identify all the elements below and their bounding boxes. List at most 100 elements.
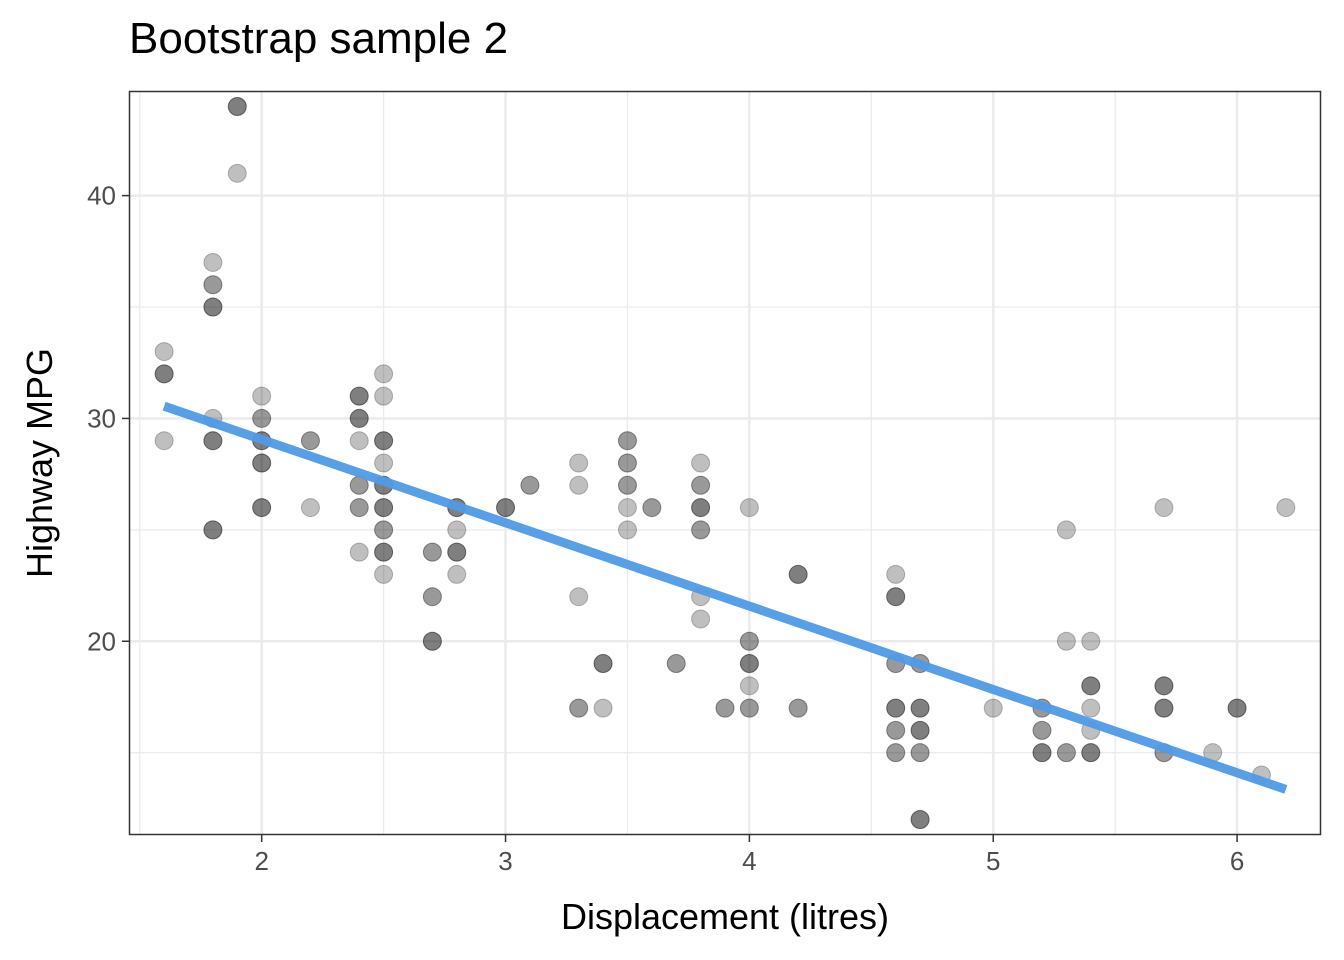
data-point xyxy=(691,520,711,540)
data-point xyxy=(691,453,711,473)
data-point xyxy=(910,720,930,740)
data-point xyxy=(203,431,223,451)
data-point xyxy=(739,498,759,518)
data-point xyxy=(252,498,272,518)
data-point xyxy=(203,275,223,295)
data-point xyxy=(374,431,394,451)
data-point xyxy=(739,654,759,674)
data-point xyxy=(1081,698,1101,718)
data-point xyxy=(983,698,1003,718)
data-point xyxy=(788,564,808,584)
data-point xyxy=(886,743,906,763)
data-point xyxy=(569,698,589,718)
data-point xyxy=(154,431,174,451)
data-point xyxy=(203,252,223,272)
data-point xyxy=(886,564,906,584)
y-tick-label: 30 xyxy=(87,403,116,433)
data-point xyxy=(910,810,930,830)
data-point xyxy=(374,453,394,473)
data-point xyxy=(349,498,369,518)
data-point xyxy=(1081,743,1101,763)
data-point xyxy=(617,431,637,451)
data-point xyxy=(617,498,637,518)
data-points xyxy=(154,96,1296,830)
data-point xyxy=(349,408,369,428)
data-point xyxy=(300,431,320,451)
data-point xyxy=(1081,631,1101,651)
data-point xyxy=(496,498,516,518)
data-point xyxy=(374,498,394,518)
fit-line xyxy=(162,401,1288,794)
data-point xyxy=(910,743,930,763)
data-point xyxy=(1056,631,1076,651)
data-point xyxy=(447,564,467,584)
data-point xyxy=(886,720,906,740)
data-point xyxy=(203,297,223,317)
data-point xyxy=(617,475,637,495)
data-point xyxy=(203,520,223,540)
data-point xyxy=(374,364,394,384)
panel-border xyxy=(128,90,1322,836)
data-point xyxy=(252,408,272,428)
data-point xyxy=(691,498,711,518)
data-point xyxy=(886,587,906,607)
data-point xyxy=(252,453,272,473)
data-point xyxy=(1154,698,1174,718)
data-point xyxy=(422,587,442,607)
data-point xyxy=(642,498,662,518)
data-point xyxy=(1032,720,1052,740)
data-point xyxy=(569,475,589,495)
data-point xyxy=(569,587,589,607)
data-point xyxy=(154,364,174,384)
data-point xyxy=(227,96,247,116)
data-point xyxy=(1227,698,1247,718)
data-point xyxy=(374,520,394,540)
chart-title: Bootstrap sample 2 xyxy=(129,14,509,63)
x-tick-label: 4 xyxy=(742,846,756,876)
data-point xyxy=(739,698,759,718)
data-point xyxy=(1081,676,1101,696)
data-point xyxy=(788,698,808,718)
data-point xyxy=(349,542,369,562)
data-point xyxy=(252,386,272,406)
data-point xyxy=(447,520,467,540)
y-tick-label: 40 xyxy=(87,181,116,211)
x-tick-label: 3 xyxy=(498,846,512,876)
x-tick-label: 5 xyxy=(986,846,1000,876)
data-point xyxy=(447,542,467,562)
x-tick-label: 6 xyxy=(1230,846,1244,876)
data-point xyxy=(1032,743,1052,763)
data-point xyxy=(374,542,394,562)
data-point xyxy=(422,542,442,562)
fit-line-layer xyxy=(162,401,1288,794)
data-point xyxy=(739,676,759,696)
axes: 2 3 4 5 6 20 30 40 xyxy=(87,181,1244,876)
data-point xyxy=(1056,520,1076,540)
data-point xyxy=(593,698,613,718)
data-point xyxy=(715,698,735,718)
grid-lines xyxy=(130,92,1320,834)
data-point xyxy=(520,475,540,495)
data-point xyxy=(227,163,247,183)
data-point xyxy=(593,654,613,674)
y-tick-label: 20 xyxy=(87,626,116,656)
data-point xyxy=(666,654,686,674)
data-point xyxy=(1056,743,1076,763)
data-point xyxy=(739,631,759,651)
data-point xyxy=(374,386,394,406)
x-tick-label: 2 xyxy=(254,846,268,876)
data-point xyxy=(617,453,637,473)
data-point xyxy=(1276,498,1296,518)
data-point xyxy=(691,609,711,629)
data-point xyxy=(154,342,174,362)
data-point xyxy=(691,475,711,495)
data-point xyxy=(300,498,320,518)
data-point xyxy=(886,698,906,718)
data-point xyxy=(1154,498,1174,518)
data-point xyxy=(569,453,589,473)
data-point xyxy=(617,520,637,540)
y-axis-title: Highway MPG xyxy=(19,348,60,578)
data-point xyxy=(349,431,369,451)
data-point xyxy=(1154,676,1174,696)
